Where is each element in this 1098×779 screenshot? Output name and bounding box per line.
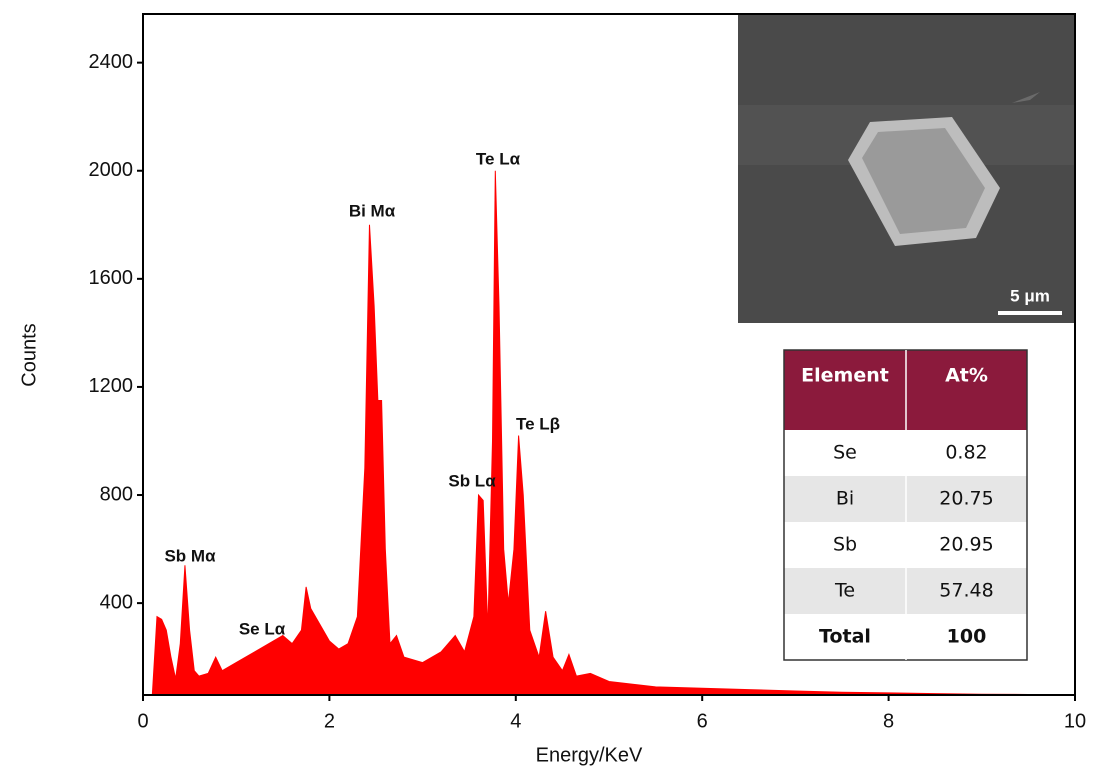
table-cell: Se (833, 442, 857, 464)
x-axis-label: Energy/KeV (536, 744, 643, 766)
x-tick-label: 0 (137, 710, 148, 732)
y-tick-label: 1600 (89, 267, 134, 289)
sem-image: 5 μm (738, 14, 1075, 323)
table-header: Element (801, 365, 889, 387)
x-tick-label: 6 (697, 710, 708, 732)
table-cell: Sb (833, 534, 857, 556)
peak-label: Bi Mα (349, 201, 396, 220)
table-cell: 0.82 (945, 442, 987, 464)
table-cell: 100 (947, 626, 987, 648)
table-cell: 57.48 (939, 580, 993, 602)
y-tick-label: 800 (100, 483, 133, 505)
y-tick-label: 400 (100, 591, 133, 613)
peak-label: Sb Mα (164, 546, 216, 565)
x-tick-label: 10 (1064, 710, 1086, 732)
table-cell: 20.95 (939, 534, 993, 556)
table-cell: 20.75 (939, 488, 993, 510)
composition-table: Element At% Se 0.82 Bi 20.75 Sb 20.95 Te 57.48 Tot… (784, 350, 1027, 660)
peak-label: Sb Lα (448, 471, 496, 490)
peak-label: Te Lα (476, 149, 521, 168)
scale-bar-label: 5 μm (1010, 286, 1050, 305)
x-tick-label: 2 (324, 710, 335, 732)
chart: Energy/KeV Counts 5 μm Element At% Se 0.82 B… (0, 0, 1098, 774)
y-tick-label: 2000 (89, 159, 134, 181)
y-axis-label: Counts (18, 323, 40, 386)
table-header: At% (945, 365, 988, 387)
y-tick-label: 1200 (89, 375, 134, 397)
table-cell: Bi (836, 488, 854, 510)
table-cell: Total (819, 626, 871, 648)
y-tick-label: 2400 (89, 51, 134, 73)
peak-label: Se Lα (239, 619, 286, 638)
peak-label: Te Lβ (516, 414, 560, 433)
x-tick-label: 8 (883, 710, 894, 732)
x-tick-label: 4 (510, 710, 521, 732)
table-cell: Te (834, 580, 855, 602)
